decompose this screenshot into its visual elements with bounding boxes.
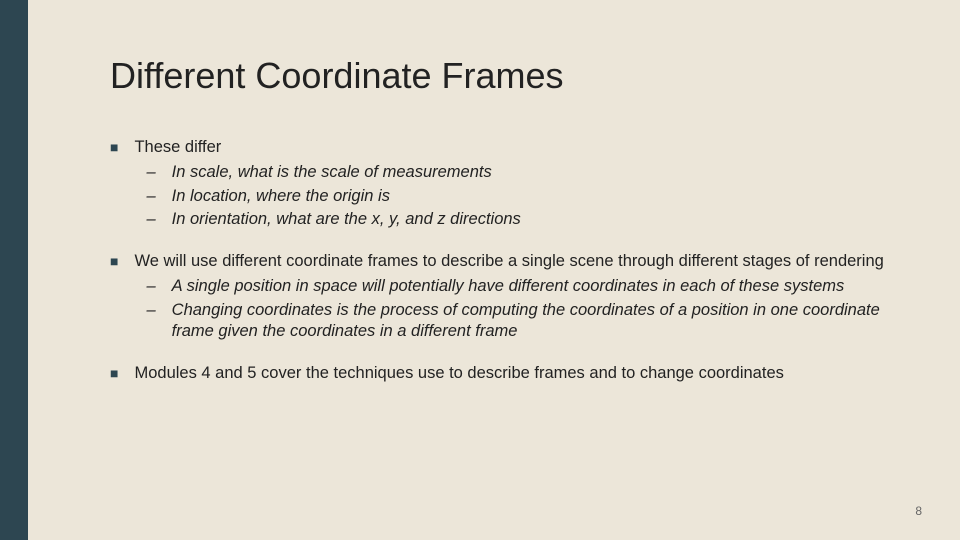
sub-item: – In location, where the origin is	[134, 186, 900, 207]
sub-text: In scale, what is the scale of measureme…	[172, 162, 900, 183]
bullet-item: ■ We will use different coordinate frame…	[110, 251, 900, 345]
bullet-item: ■ Modules 4 and 5 cover the techniques u…	[110, 363, 900, 384]
bullet-text: These differ	[134, 138, 221, 156]
sub-item: – A single position in space will potent…	[134, 276, 900, 297]
slide-title: Different Coordinate Frames	[110, 55, 900, 97]
sub-item: – In scale, what is the scale of measure…	[134, 162, 900, 183]
slide-content: Different Coordinate Frames ■ These diff…	[110, 55, 900, 402]
sub-text: In location, where the origin is	[172, 186, 900, 207]
dash-bullet-icon: –	[146, 186, 155, 207]
sub-item: – In orientation, what are the x, y, and…	[134, 209, 900, 230]
sub-text: In orientation, what are the x, y, and z…	[172, 209, 900, 230]
sub-text: A single position in space will potentia…	[172, 276, 900, 297]
bullet-content: These differ – In scale, what is the sca…	[134, 137, 900, 233]
square-bullet-icon: ■	[110, 139, 118, 155]
square-bullet-icon: ■	[110, 365, 118, 381]
sub-list: – In scale, what is the scale of measure…	[134, 162, 900, 230]
dash-bullet-icon: –	[146, 276, 155, 297]
sub-list: – A single position in space will potent…	[134, 276, 900, 342]
dash-bullet-icon: –	[146, 300, 155, 321]
bullet-content: Modules 4 and 5 cover the techniques use…	[134, 363, 900, 384]
accent-left-bar	[0, 0, 28, 540]
bullet-text: We will use different coordinate frames …	[134, 252, 883, 270]
square-bullet-icon: ■	[110, 253, 118, 269]
sub-item: – Changing coordinates is the process of…	[134, 300, 900, 343]
dash-bullet-icon: –	[146, 162, 155, 183]
bullet-text: Modules 4 and 5 cover the techniques use…	[134, 364, 783, 382]
sub-text: Changing coordinates is the process of c…	[172, 300, 900, 343]
bullet-item: ■ These differ – In scale, what is the s…	[110, 137, 900, 233]
bullet-content: We will use different coordinate frames …	[134, 251, 900, 345]
dash-bullet-icon: –	[146, 209, 155, 230]
bullet-list: ■ These differ – In scale, what is the s…	[110, 137, 900, 384]
page-number: 8	[915, 504, 922, 518]
